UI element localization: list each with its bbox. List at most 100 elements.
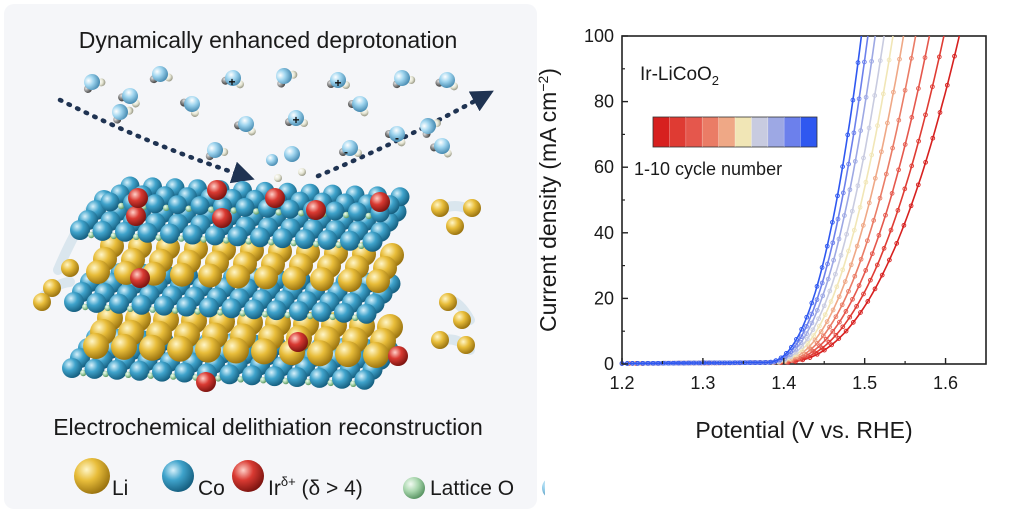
lsv-point bbox=[909, 56, 914, 61]
co-atom bbox=[84, 358, 105, 379]
lsv-point bbox=[908, 203, 914, 209]
co-atom bbox=[219, 364, 240, 385]
o-intermediate-atom bbox=[394, 69, 410, 86]
lsv-point bbox=[783, 351, 789, 356]
o-intermediate-atom bbox=[152, 66, 168, 82]
lsv-point bbox=[840, 190, 846, 196]
o-intermediate-atom bbox=[352, 96, 368, 112]
h-atom bbox=[298, 168, 306, 176]
lsv-point bbox=[868, 277, 873, 283]
x-axis-label: Potential (V vs. RHE) bbox=[695, 417, 912, 443]
lsv-point bbox=[852, 273, 858, 279]
lsv-point bbox=[854, 243, 860, 249]
co-atom bbox=[250, 227, 270, 248]
co-atom bbox=[100, 192, 120, 212]
lsv-point bbox=[758, 360, 763, 365]
lsv-point bbox=[826, 339, 832, 345]
chart-title-subscript: 2 bbox=[712, 73, 719, 88]
co-atom bbox=[131, 294, 152, 315]
lsv-point bbox=[836, 336, 842, 341]
lsv-point bbox=[835, 193, 840, 199]
lsv-point bbox=[804, 324, 809, 329]
lsv-point bbox=[696, 360, 702, 366]
co-atom bbox=[129, 360, 150, 381]
ir-atom bbox=[288, 332, 308, 352]
lsv-point bbox=[827, 324, 832, 330]
lsv-point bbox=[846, 288, 851, 294]
co-atom bbox=[280, 199, 300, 219]
water-molecule bbox=[430, 138, 452, 158]
lsv-point bbox=[876, 232, 882, 238]
lsv-point bbox=[860, 223, 866, 228]
co-atom bbox=[362, 231, 383, 252]
lsv-point bbox=[863, 268, 869, 273]
chart-axes: 1.2 1.3 1.4 1.5 1.6 0 20 40 60 80 100 bbox=[584, 26, 958, 393]
lsv-point bbox=[895, 207, 901, 213]
lsv-point bbox=[896, 117, 902, 123]
lsv-point bbox=[788, 344, 794, 350]
co-atom bbox=[348, 202, 367, 222]
lsv-point bbox=[916, 86, 921, 91]
li-atom bbox=[338, 268, 362, 293]
lsv-point bbox=[930, 135, 936, 141]
lattice-o-atom bbox=[118, 202, 125, 210]
lsv-point bbox=[937, 110, 943, 115]
water-molecule bbox=[83, 74, 106, 93]
lsv-point bbox=[830, 307, 836, 313]
lsv-point bbox=[827, 288, 833, 294]
lsv-point bbox=[839, 302, 845, 308]
lsv-point bbox=[804, 331, 809, 336]
ir-atom bbox=[388, 346, 408, 366]
ir-atom bbox=[196, 372, 216, 392]
y-axis-label-sup: −2 bbox=[535, 75, 551, 91]
lsv-point bbox=[825, 276, 831, 282]
water-molecule bbox=[347, 96, 369, 117]
lsv-point bbox=[809, 311, 815, 317]
ir-atom bbox=[126, 206, 146, 226]
ir-atom bbox=[207, 180, 227, 200]
y-tick-label: 20 bbox=[594, 288, 614, 308]
lsv-point bbox=[843, 328, 849, 334]
lsv-point bbox=[799, 326, 804, 332]
lsv-point bbox=[888, 227, 894, 233]
lsv-point bbox=[843, 309, 849, 314]
lsv-point bbox=[858, 256, 864, 262]
lsv-point bbox=[881, 246, 887, 251]
li-atom bbox=[86, 260, 110, 284]
lsv-point bbox=[896, 167, 901, 173]
lsv-point bbox=[869, 152, 875, 158]
lsv-point bbox=[773, 358, 779, 363]
co-atom bbox=[340, 230, 360, 251]
li-atom bbox=[198, 263, 222, 288]
lsv-point bbox=[922, 55, 928, 60]
water-molecule bbox=[327, 72, 350, 89]
lsv-point bbox=[763, 360, 769, 365]
chart-title-main: Ir-LiCoO bbox=[640, 64, 712, 85]
lsv-curves bbox=[619, 35, 961, 366]
li-atom bbox=[282, 266, 306, 291]
colorbar-label: 1-10 cycle number bbox=[634, 159, 782, 179]
lsv-point bbox=[866, 125, 872, 131]
lsv-point bbox=[879, 149, 884, 155]
lsv-point bbox=[823, 336, 829, 342]
lsv-point bbox=[902, 87, 908, 93]
water-molecule bbox=[118, 88, 140, 108]
co-atom bbox=[242, 365, 262, 386]
co-atom bbox=[235, 197, 255, 217]
lsv-point bbox=[883, 171, 889, 177]
illustration-caption: Electrochemical delithiation reconstruct… bbox=[53, 414, 483, 440]
lsv-point bbox=[793, 347, 798, 352]
y-tick-label: 0 bbox=[604, 354, 614, 374]
ir-atom bbox=[128, 188, 148, 208]
y-axis-label-close: ) bbox=[535, 68, 561, 76]
li-atom-released bbox=[43, 279, 61, 297]
lsv-point bbox=[822, 312, 828, 318]
co-atom bbox=[160, 223, 180, 244]
lsv-point bbox=[854, 303, 859, 309]
co-atom bbox=[182, 224, 203, 245]
li-atom-released bbox=[431, 331, 449, 349]
lsv-point bbox=[846, 161, 851, 167]
co-atom bbox=[137, 222, 158, 243]
li-atom bbox=[310, 267, 334, 292]
ir-atom bbox=[370, 192, 390, 212]
